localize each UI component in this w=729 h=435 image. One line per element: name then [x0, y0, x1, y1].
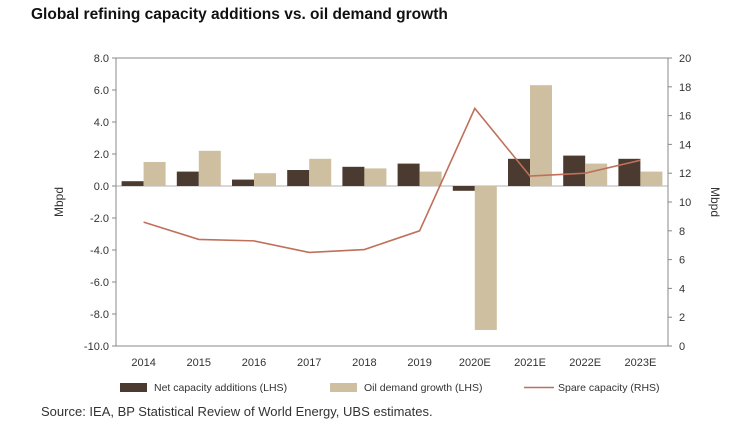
left-tick-label: -6.0 [90, 277, 109, 289]
demand-growth-bar [585, 163, 608, 186]
spare-capacity-line-group [143, 106, 641, 254]
legend-net-capacity-label: Net capacity additions (LHS) [154, 382, 287, 394]
right-tick-label: 6 [679, 255, 685, 267]
net-capacity-bar [563, 155, 586, 186]
legend-demand-growth-swatch [330, 383, 357, 392]
net-capacity-bar [121, 181, 144, 186]
net-capacity-bar [232, 179, 254, 186]
axes: 8.06.04.02.00.0-2.0-4.0-6.0-8.0-10.02018… [52, 53, 722, 369]
legend-net-capacity-swatch [120, 383, 147, 392]
left-tick-label: 0.0 [94, 181, 109, 193]
demand-growth-bar [254, 173, 276, 186]
demand-growth-bar [364, 168, 387, 186]
x-tick-label: 2019 [407, 357, 431, 369]
right-tick-label: 16 [679, 111, 691, 123]
x-tick-label: 2014 [131, 357, 155, 369]
left-tick-label: 4.0 [94, 117, 109, 129]
left-tick-label: 8.0 [94, 53, 109, 65]
x-tick-label: 2018 [352, 357, 376, 369]
spare-capacity-line [143, 106, 641, 254]
demand-growth-bar [143, 162, 166, 186]
right-tick-label: 4 [679, 283, 685, 295]
demand-growth-bar [419, 171, 442, 186]
left-tick-label: -8.0 [90, 309, 109, 321]
x-tick-label: 2020E [459, 357, 491, 369]
demand-growth-bar [640, 171, 663, 186]
legend: Net capacity additions (LHS) Oil demand g… [120, 382, 660, 394]
x-tick-label: 2022E [569, 357, 601, 369]
x-tick-label: 2015 [187, 357, 211, 369]
net-capacity-bar [397, 163, 420, 186]
x-tick-label: 2017 [297, 357, 321, 369]
left-axis-title: Mbpd [52, 187, 66, 217]
x-tick-label: 2016 [242, 357, 266, 369]
net-capacity-bar [176, 171, 199, 186]
chart-title: Global refining capacity additions vs. o… [31, 6, 448, 23]
net-capacity-bar [618, 158, 641, 186]
net-capacity-bar [508, 158, 530, 186]
right-axis-title: Mbpd [708, 187, 722, 217]
demand-growth-bar [198, 150, 221, 186]
bars [121, 85, 663, 330]
net-capacity-bar [342, 166, 365, 186]
right-tick-label: 14 [679, 139, 691, 151]
left-tick-label: 6.0 [94, 85, 109, 97]
left-tick-label: -2.0 [90, 213, 109, 225]
net-capacity-bar [287, 170, 310, 186]
right-tick-label: 20 [679, 53, 691, 65]
demand-growth-bar [530, 85, 552, 186]
left-tick-label: -4.0 [90, 245, 109, 257]
x-tick-label: 2023E [624, 357, 656, 369]
right-tick-label: 2 [679, 312, 685, 324]
source-note: Source: IEA, BP Statistical Review of Wo… [41, 404, 433, 419]
right-tick-label: 12 [679, 168, 691, 180]
legend-spare-capacity-label: Spare capacity (RHS) [558, 382, 660, 394]
legend-demand-growth-label: Oil demand growth (LHS) [364, 382, 482, 394]
demand-growth-bar [309, 158, 332, 186]
demand-growth-bar [474, 186, 497, 330]
right-tick-label: 10 [679, 197, 691, 209]
net-capacity-bar [452, 186, 475, 191]
left-tick-label: -10.0 [84, 341, 109, 353]
left-tick-label: 2.0 [94, 149, 109, 161]
right-tick-label: 18 [679, 82, 691, 94]
right-tick-label: 0 [679, 341, 685, 353]
x-tick-label: 2021E [514, 357, 546, 369]
right-tick-label: 8 [679, 226, 685, 238]
